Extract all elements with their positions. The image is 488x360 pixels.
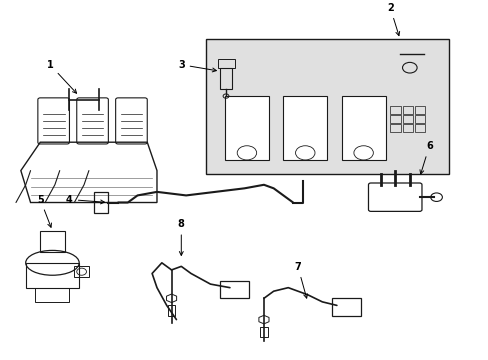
Bar xyxy=(167,305,175,316)
Text: 6: 6 xyxy=(419,141,432,174)
Text: 1: 1 xyxy=(46,60,77,93)
Bar xyxy=(414,115,425,123)
Bar xyxy=(35,288,69,302)
Bar xyxy=(220,68,232,89)
Bar xyxy=(341,96,385,160)
Bar xyxy=(402,115,412,123)
Bar xyxy=(414,106,425,114)
Bar xyxy=(402,124,412,131)
Circle shape xyxy=(353,146,372,160)
Bar xyxy=(389,124,400,131)
Bar xyxy=(260,327,267,337)
Bar xyxy=(205,39,448,174)
Bar xyxy=(94,192,108,213)
Bar xyxy=(40,231,64,252)
Bar xyxy=(414,124,425,131)
Text: 8: 8 xyxy=(178,219,184,255)
Text: 7: 7 xyxy=(294,262,307,298)
Bar xyxy=(74,266,89,277)
Bar xyxy=(402,106,412,114)
Text: 2: 2 xyxy=(386,3,399,36)
Circle shape xyxy=(237,146,256,160)
Bar xyxy=(220,280,249,298)
Text: 4: 4 xyxy=(66,194,104,204)
Bar xyxy=(389,106,400,114)
Text: 5: 5 xyxy=(37,194,51,227)
Bar xyxy=(283,96,326,160)
Bar xyxy=(331,298,361,316)
Bar xyxy=(224,96,268,160)
Circle shape xyxy=(295,146,314,160)
Bar xyxy=(217,59,234,68)
Text: 3: 3 xyxy=(178,60,216,72)
Bar xyxy=(26,263,79,288)
Bar xyxy=(389,115,400,123)
